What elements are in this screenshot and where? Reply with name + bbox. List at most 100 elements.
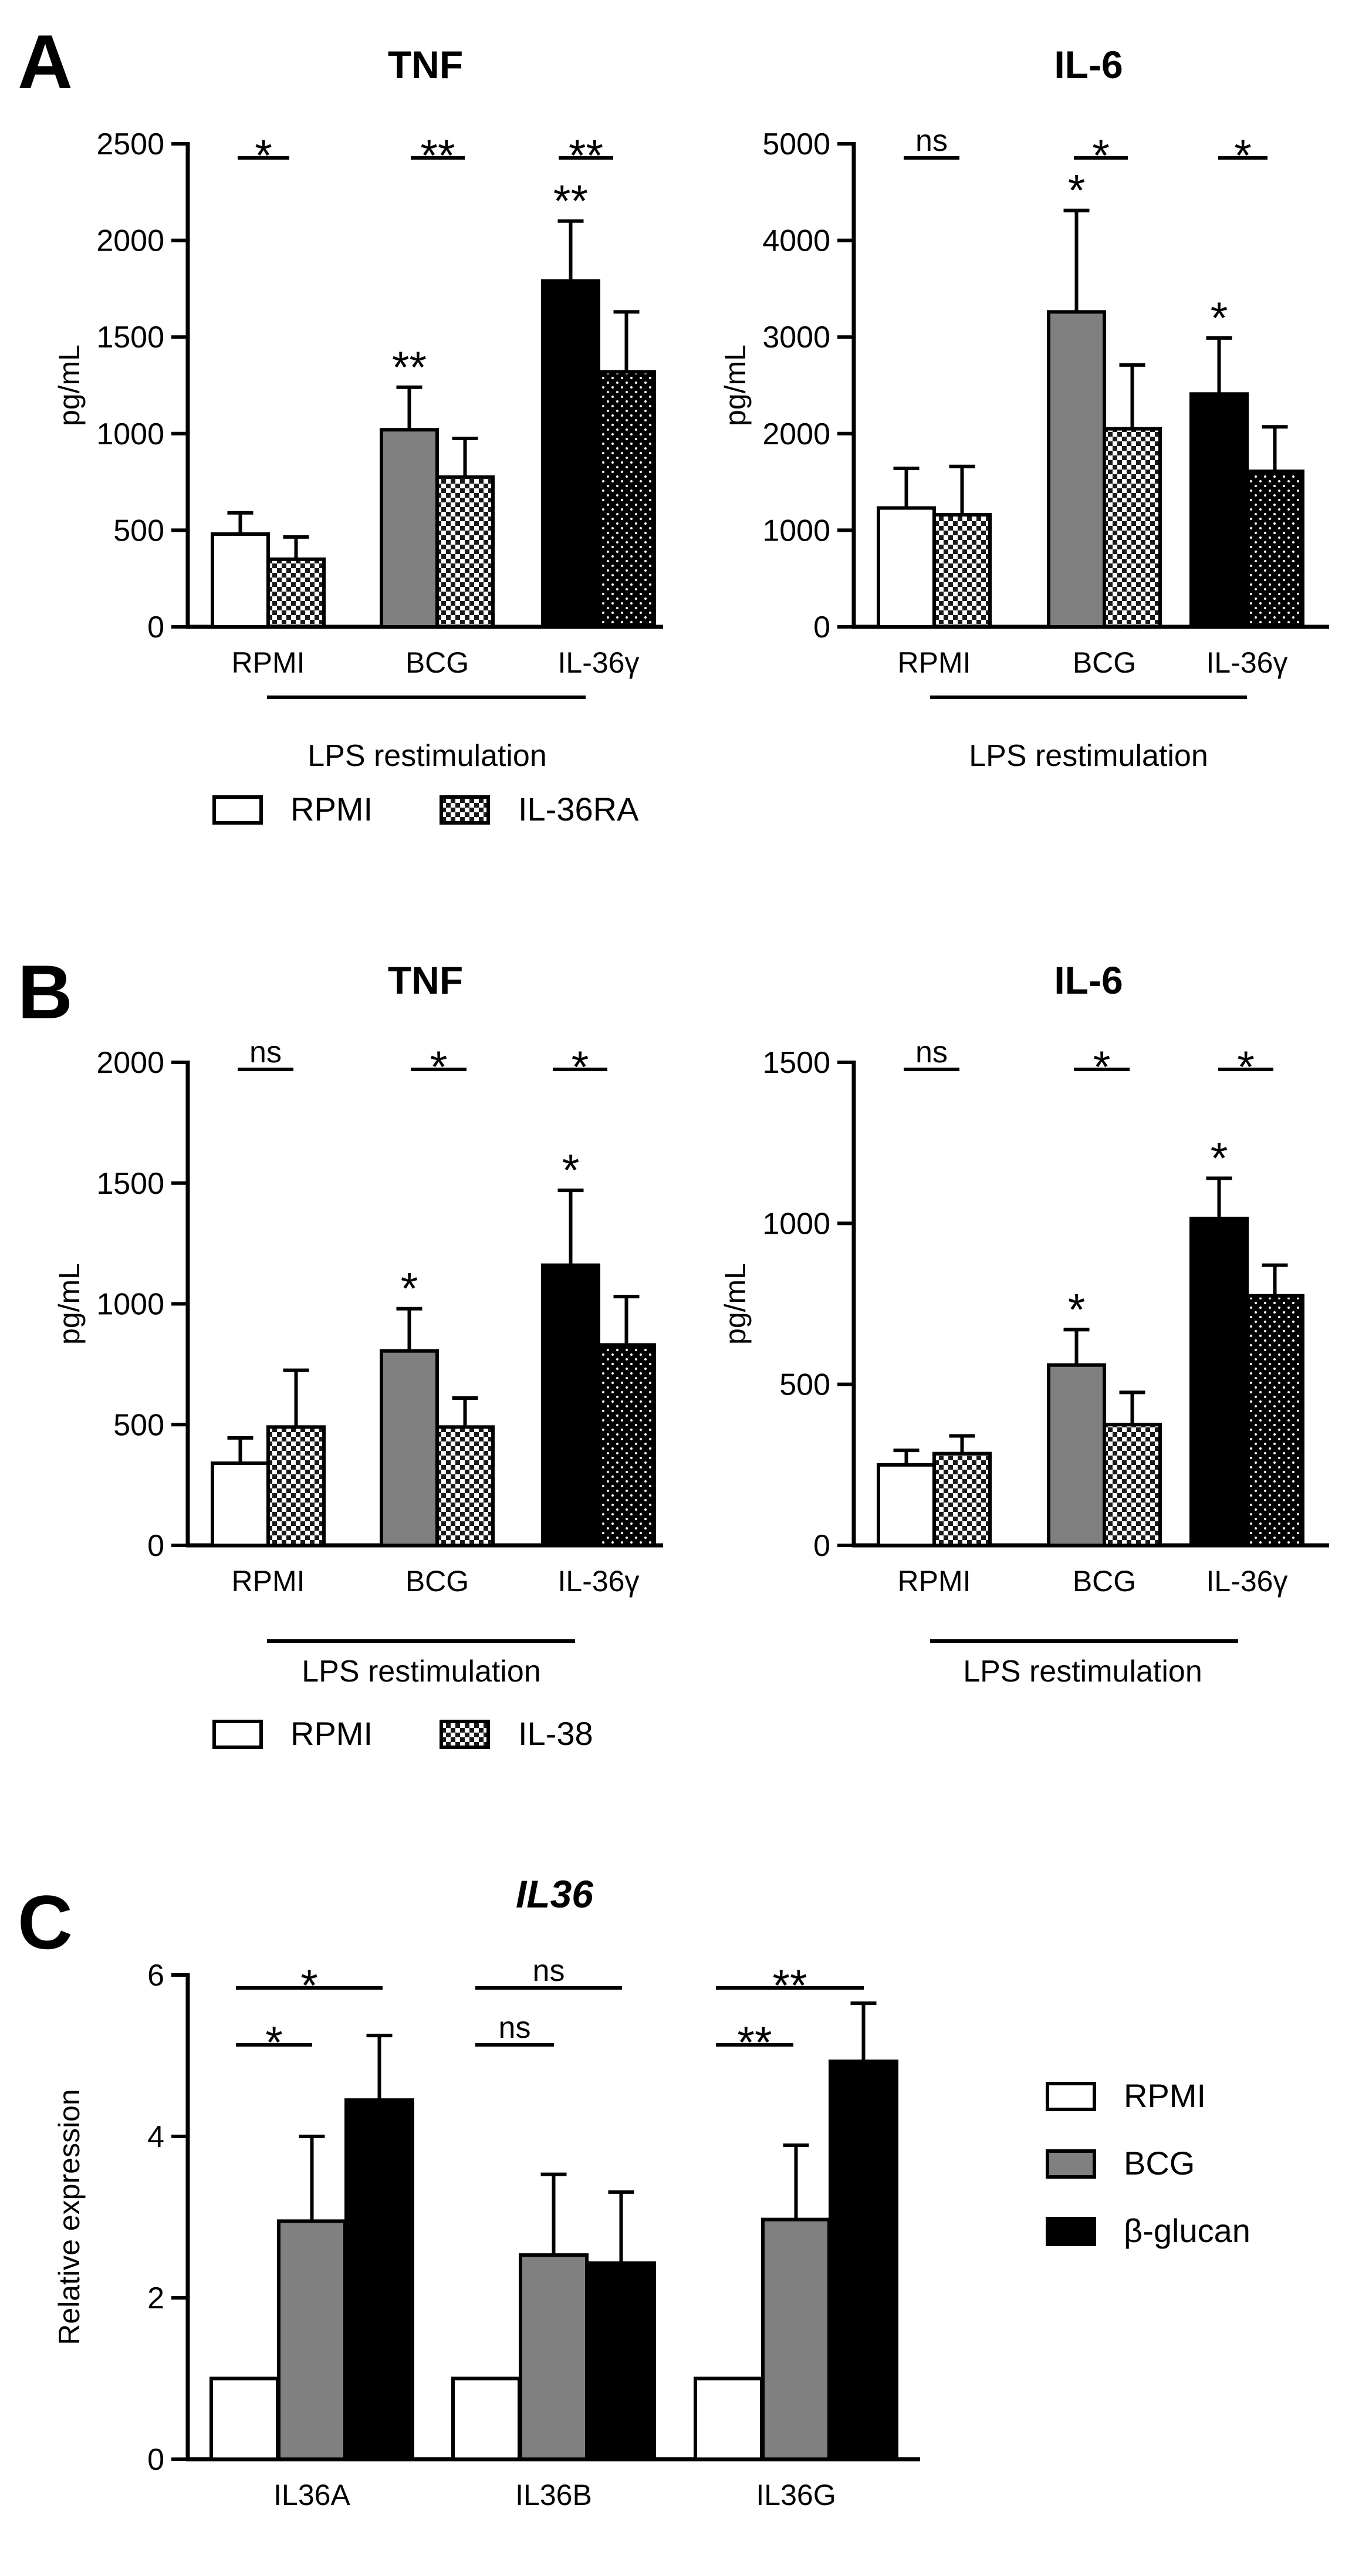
- legend-b-label-rpmi: RPMI: [290, 1715, 373, 1752]
- y-tick-label: 1500: [762, 1046, 830, 1080]
- legend-a-label-il36ra: IL-36RA: [518, 791, 639, 828]
- comparison-label: ns: [249, 1035, 282, 1069]
- significance-star: *: [401, 1264, 418, 1314]
- chart-title: IL-6: [1054, 958, 1123, 1002]
- legend-a-swatch-rpmi: [212, 795, 263, 825]
- comparison-label: *: [1092, 131, 1110, 181]
- x-tick-label: IL-36γ: [558, 646, 640, 679]
- bar: [451, 2376, 521, 2461]
- y-tick-label: 2000: [96, 224, 164, 258]
- y-tick-label: 2000: [96, 1046, 164, 1080]
- x-tick-label: IL-36γ: [558, 1565, 640, 1598]
- y-tick-label: 0: [813, 1529, 830, 1563]
- y-tick-label: 4000: [762, 224, 830, 258]
- legend-b-label-il38: IL-38: [518, 1715, 593, 1752]
- bar: [1047, 310, 1106, 629]
- legend-c-swatch-rpmi: [1046, 2082, 1096, 2111]
- legend-a: RPMI IL-36RA: [212, 791, 639, 828]
- bar: [380, 1349, 439, 1547]
- bar: [694, 2376, 763, 2461]
- x-tick-label: IL-36γ: [1206, 646, 1288, 679]
- bar: [761, 2217, 831, 2461]
- y-tick-label: 1000: [762, 514, 830, 548]
- y-tick-label: 0: [147, 2443, 164, 2477]
- chart-a-tnf: 0 500 1000 1500 2000 2500 pg/mL TNF RPMI ** BCG ** I…: [53, 43, 663, 773]
- comparison-label: **: [569, 131, 603, 181]
- legend-c: RPMI BCG β-glucan: [1046, 2077, 1250, 2249]
- y-tick-label: 5000: [762, 127, 830, 161]
- x-tick-label: RPMI: [232, 1565, 305, 1598]
- y-tick-label: 0: [147, 610, 164, 644]
- comparison-label: ns: [499, 2011, 531, 2045]
- significance-star: *: [1211, 293, 1228, 343]
- bar: [877, 1463, 936, 1547]
- comparison-label: ns: [915, 1035, 948, 1069]
- x-tick-label: IL-36γ: [1206, 1565, 1288, 1598]
- legend-b-swatch-rpmi: [212, 1720, 263, 1749]
- y-tick-label: 3000: [762, 320, 830, 355]
- y-axis-label: pg/mL: [53, 1263, 86, 1345]
- legend-b-swatch-il38: [440, 1720, 490, 1749]
- chart-c-il36: 0 2 4 6 Relative expression IL36 IL36A IL36B IL3…: [53, 1872, 920, 2511]
- y-axis-label: pg/mL: [719, 345, 752, 426]
- legend-a-swatch-il36ra: [440, 795, 490, 825]
- x-tick-label: BCG: [1073, 646, 1136, 679]
- panel-letter-b: B: [18, 949, 73, 1035]
- bar: [541, 279, 600, 629]
- x-tick-label: BCG: [405, 1565, 469, 1598]
- comparison-label: *: [430, 1042, 448, 1092]
- comparison-label: *: [265, 2018, 283, 2068]
- bar: [211, 532, 270, 629]
- comparison-label: *: [300, 1961, 318, 2011]
- y-axis-label: pg/mL: [53, 345, 86, 426]
- y-tick-label: 1500: [96, 320, 164, 355]
- significance-star: *: [1211, 1134, 1228, 1184]
- y-tick-label: 500: [113, 514, 164, 548]
- group-label: LPS restimulation: [307, 739, 547, 773]
- x-tick-label: RPMI: [898, 646, 971, 679]
- bar: [1103, 427, 1162, 629]
- comparison-label: *: [1237, 1042, 1255, 1092]
- bar: [1103, 1423, 1162, 1547]
- bar: [344, 2098, 414, 2461]
- legend-c-swatch-bcg: [1046, 2149, 1096, 2179]
- x-tick-label: IL36A: [273, 2479, 350, 2511]
- comparison-label: *: [1234, 131, 1252, 181]
- chart-title: IL-6: [1054, 43, 1123, 86]
- y-axis-label: Relative expression: [53, 2089, 86, 2345]
- y-tick-label: 0: [813, 610, 830, 644]
- x-tick-label: BCG: [405, 646, 469, 679]
- bar: [435, 475, 495, 629]
- y-tick-label: 2: [147, 2281, 164, 2315]
- bar: [211, 1461, 270, 1548]
- panel-letter-a: A: [18, 19, 73, 104]
- bar: [1189, 392, 1249, 629]
- significance-star: **: [392, 343, 427, 393]
- group-label: LPS restimulation: [969, 739, 1208, 773]
- bar: [266, 1425, 326, 1547]
- panel-letter-c: C: [18, 1879, 73, 1965]
- x-tick-label: IL36G: [756, 2479, 836, 2511]
- bar: [541, 1263, 600, 1547]
- y-tick-label: 2500: [96, 127, 164, 161]
- y-tick-label: 4: [147, 2120, 164, 2154]
- comparison-label: **: [772, 1961, 807, 2011]
- comparison-label: *: [572, 1042, 589, 1092]
- legend-c-swatch-beta-glucan: [1046, 2217, 1096, 2246]
- y-tick-label: 500: [779, 1368, 830, 1402]
- chart-title: TNF: [388, 958, 463, 1002]
- comparison-label: ns: [915, 124, 948, 158]
- bar: [1245, 469, 1304, 629]
- y-axis-label: pg/mL: [719, 1263, 752, 1345]
- legend-b: RPMI IL-38: [212, 1715, 593, 1752]
- chart-title: IL36: [516, 1872, 594, 1916]
- bar: [829, 2060, 898, 2461]
- y-tick-label: 6: [147, 1959, 164, 1993]
- bar: [1047, 1363, 1106, 1547]
- bar: [932, 1451, 992, 1547]
- comparison-label: **: [737, 2018, 772, 2068]
- y-tick-label: 0: [147, 1529, 164, 1563]
- chart-b-tnf: 0 500 1000 1500 2000 pg/mL TNF RPMI * BCG * IL-36γ n…: [53, 958, 663, 1689]
